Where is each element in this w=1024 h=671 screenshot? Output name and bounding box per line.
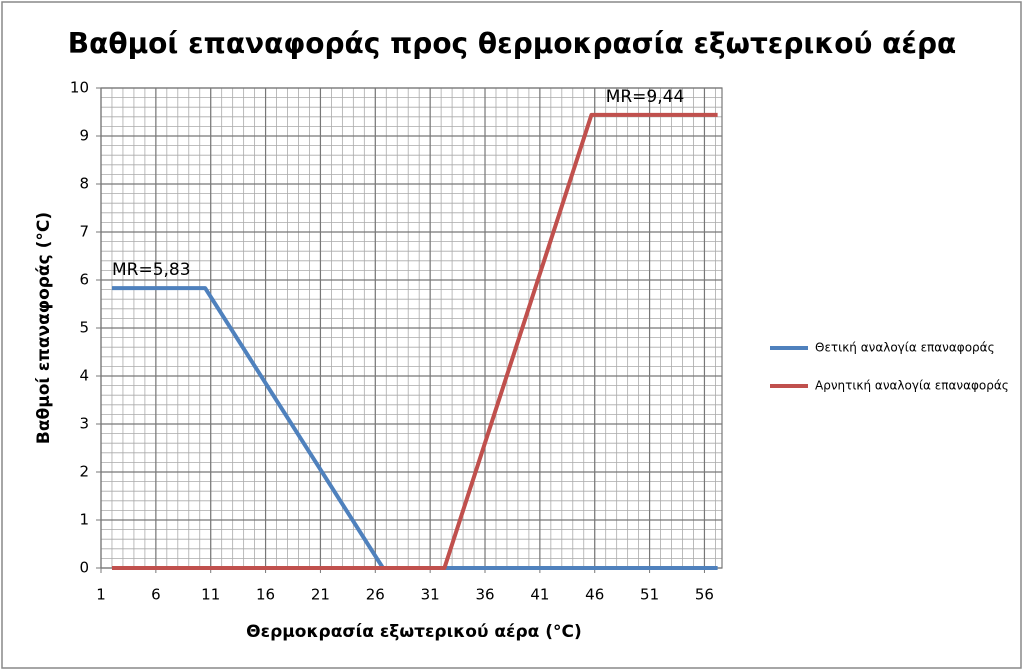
y-tick-label: 7 — [79, 223, 89, 241]
x-tick-label: 11 — [201, 586, 220, 604]
chart-title: Βαθμοί επαναφοράς προς θερμοκρασία εξωτε… — [68, 27, 956, 60]
y-tick-label: 10 — [70, 79, 89, 97]
legend-label: Αρνητική αναλογία επαναφοράς — [815, 379, 1009, 393]
y-tick-label: 6 — [79, 271, 89, 289]
y-tick-label: 3 — [79, 415, 89, 433]
y-tick-label: 1 — [79, 511, 89, 529]
x-tick-label: 51 — [640, 586, 659, 604]
x-tick-label: 46 — [585, 586, 604, 604]
y-tick-label: 2 — [79, 463, 89, 481]
x-tick-label: 16 — [256, 586, 275, 604]
x-tick-label: 1 — [96, 586, 106, 604]
x-tick-label: 31 — [421, 586, 440, 604]
x-tick-label: 56 — [695, 586, 714, 604]
x-tick-label: 36 — [475, 586, 494, 604]
annotation: MR=5,83 — [112, 260, 191, 280]
y-tick-label: 4 — [79, 367, 89, 385]
legend-label: Θετική αναλογία επαναφοράς — [815, 341, 995, 355]
series-line — [111, 112, 718, 570]
y-tick-label: 5 — [79, 319, 89, 337]
y-tick-label: 8 — [79, 175, 89, 193]
x-tick-label: 21 — [311, 586, 330, 604]
annotation: MR=9,44 — [606, 87, 685, 107]
y-axis-label: Βαθμοί επαναφοράς (°C) — [34, 212, 54, 444]
y-tick-label: 0 — [79, 559, 89, 577]
x-tick-label: 6 — [151, 586, 161, 604]
x-tick-label: 26 — [366, 586, 385, 604]
x-tick-label: 41 — [530, 586, 549, 604]
x-axis-label: Θερμοκρασία εξωτερικού αέρα (°C) — [246, 622, 582, 642]
series-line — [111, 286, 718, 570]
y-tick-label: 9 — [79, 127, 89, 145]
